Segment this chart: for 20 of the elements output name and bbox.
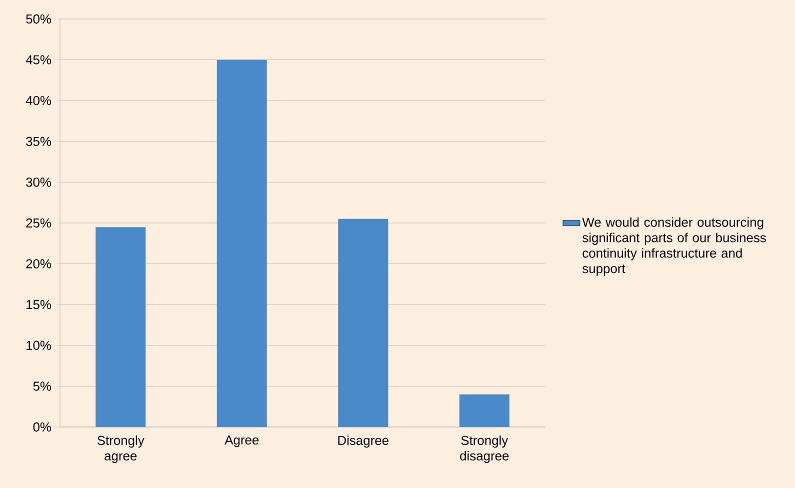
- y-tick-label: 5%: [33, 382, 52, 391]
- y-tick-label: 20%: [26, 259, 52, 268]
- bar: [338, 218, 388, 427]
- bar: [96, 227, 146, 427]
- bar: [459, 394, 510, 427]
- y-tick-label: 25%: [26, 218, 52, 228]
- y-tick-label: 45%: [26, 55, 52, 64]
- y-tick-label: 0%: [33, 422, 52, 432]
- y-tick-label: 30%: [26, 178, 52, 187]
- x-tick-label: Strongly disagree: [460, 436, 509, 464]
- y-tick-label: 35%: [26, 136, 52, 146]
- x-tick-label: Strongly agree: [97, 436, 144, 464]
- legend-label: We would consider outsourcing significant parts of our business continuity infrastructure and support: [582, 217, 766, 276]
- x-tick-label: Agree: [224, 436, 259, 448]
- y-tick-label: 50%: [26, 14, 52, 24]
- bar: [216, 60, 267, 427]
- x-tick-label: Disagree: [338, 436, 388, 448]
- y-tick-label: 40%: [26, 96, 52, 106]
- y-tick-label: 10%: [26, 340, 52, 350]
- y-tick-label: 15%: [26, 300, 52, 310]
